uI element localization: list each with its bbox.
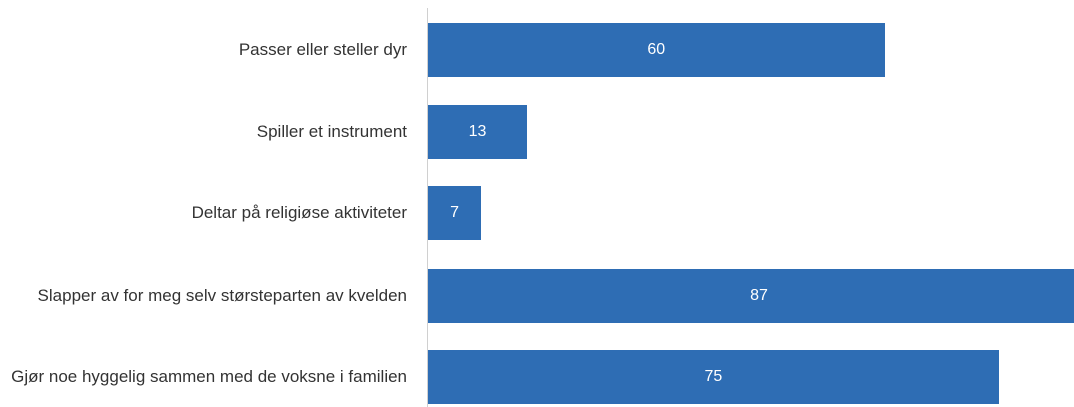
category-label: Gjør noe hyggelig sammen med de voksne i… bbox=[11, 350, 407, 404]
value-label: 75 bbox=[704, 368, 723, 385]
value-label: 13 bbox=[468, 123, 487, 140]
bar: 87 bbox=[428, 269, 1074, 323]
value-label: 60 bbox=[647, 41, 666, 58]
category-label: Spiller et instrument bbox=[257, 105, 407, 159]
bar: 75 bbox=[428, 350, 999, 404]
bar-row: Spiller et instrument 13 bbox=[0, 105, 1074, 159]
value-label: 87 bbox=[750, 287, 768, 304]
category-text: Passer eller steller dyr bbox=[238, 40, 407, 59]
category-label: Slapper av for meg selv størsteparten av… bbox=[38, 269, 407, 323]
bar: 60 bbox=[428, 23, 885, 77]
category-axis bbox=[427, 8, 428, 407]
bar: 7 bbox=[428, 186, 482, 240]
value-label: 7 bbox=[450, 204, 460, 221]
category-text: Slapper av for meg selv størsteparten av… bbox=[37, 286, 407, 305]
category-text: Spiller et instrument bbox=[256, 122, 407, 141]
category-label: Passer eller steller dyr bbox=[239, 23, 407, 77]
bar-row: Slapper av for meg selv størsteparten av… bbox=[0, 269, 1074, 323]
category-text: Deltar på religiøse aktiviteter bbox=[191, 203, 407, 222]
bar-row: Deltar på religiøse aktiviteter 7 bbox=[0, 186, 1074, 240]
bar: 13 bbox=[428, 105, 527, 159]
bar-row: Passer eller steller dyr 60 bbox=[0, 23, 1074, 77]
bar-row: Gjør noe hyggelig sammen med de voksne i… bbox=[0, 350, 1074, 404]
category-label: Deltar på religiøse aktiviteter bbox=[192, 186, 407, 240]
category-text: Gjør noe hyggelig sammen med de voksne i… bbox=[11, 367, 407, 386]
